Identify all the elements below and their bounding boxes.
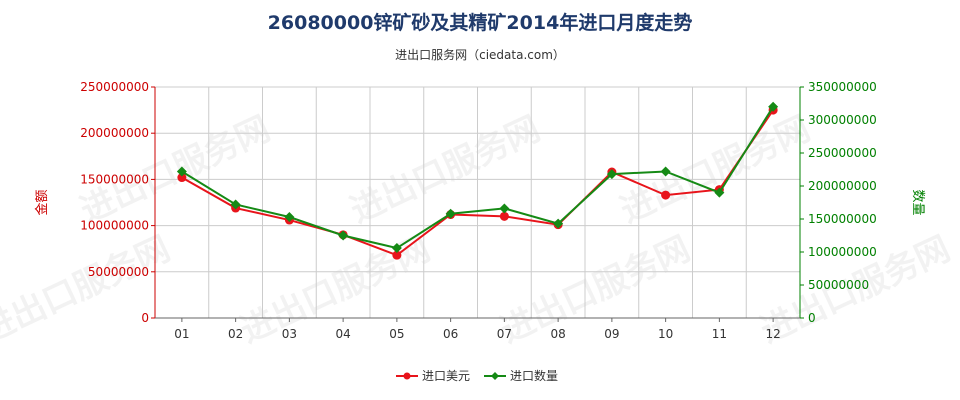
- right-tick-label: 300000000: [808, 113, 877, 127]
- data-point-usd: [177, 173, 187, 183]
- data-point-quantity: [606, 169, 617, 180]
- right-tick-label: 150000000: [808, 212, 877, 226]
- left-tick-label: 150000000: [80, 172, 149, 186]
- chart-title: 26080000锌矿砂及其精矿2014年进口月度走势: [267, 12, 693, 34]
- data-point-quantity: [768, 101, 779, 112]
- left-tick-label: 100000000: [80, 219, 149, 233]
- x-tick-label: 06: [443, 327, 458, 341]
- x-tick-label: 11: [712, 327, 727, 341]
- data-point-quantity: [338, 230, 349, 241]
- x-tick-label: 10: [658, 327, 673, 341]
- data-point-usd: [661, 190, 671, 200]
- x-tick-label: 03: [282, 327, 297, 341]
- data-point-usd: [392, 250, 402, 260]
- x-tick-label: 01: [174, 327, 189, 341]
- x-tick-label: 08: [550, 327, 565, 341]
- data-point-quantity: [660, 166, 671, 177]
- left-tick-label: 250000000: [80, 80, 149, 94]
- series-layer: [176, 101, 779, 260]
- series-line-usd: [181, 109, 774, 257]
- left-tick-label: 0: [141, 311, 149, 325]
- axes-layer: 0 50000000 100000000 150000000 200000000 2500…: [34, 80, 925, 341]
- legend-label: 进口数量: [510, 368, 558, 383]
- data-point-quantity: [499, 203, 510, 214]
- legend-swatch-marker: [403, 372, 411, 380]
- chart-subtitle: 进出口服务网（ciedata.com）: [395, 48, 565, 62]
- x-tick-label: 04: [335, 327, 350, 341]
- data-point-quantity: [445, 208, 456, 219]
- data-point-quantity: [176, 166, 187, 177]
- data-point-quantity: [230, 199, 241, 210]
- legend: 进口美元 进口数量: [396, 368, 558, 383]
- watermark-text: 进出口服务网: [614, 109, 816, 231]
- right-tick-label: 200000000: [808, 179, 877, 193]
- x-tick-label: 05: [389, 327, 404, 341]
- data-point-quantity: [391, 243, 402, 254]
- watermark-text: 进出口服务网: [344, 109, 546, 231]
- legend-label: 进口美元: [422, 369, 470, 383]
- right-tick-label: 100000000: [808, 245, 877, 259]
- data-point-usd: [499, 211, 509, 221]
- left-tick-label: 200000000: [80, 126, 149, 140]
- x-tick-label: 09: [604, 327, 619, 341]
- x-tick-label: 07: [497, 327, 512, 341]
- data-point-quantity: [553, 218, 564, 229]
- right-tick-label: 0: [808, 311, 816, 325]
- watermark-text: 进出口服务网: [0, 229, 176, 351]
- right-tick-label: 250000000: [808, 146, 877, 160]
- data-point-quantity: [284, 212, 295, 223]
- left-axis-label: 金额: [34, 189, 50, 215]
- left-tick-label: 50000000: [88, 265, 149, 279]
- right-tick-label: 350000000: [808, 80, 877, 94]
- x-tick-label: 12: [765, 327, 780, 341]
- data-point-quantity: [714, 187, 725, 198]
- right-axis-label: 数量: [910, 189, 925, 215]
- series-line-quantity: [181, 106, 774, 250]
- x-tick-label: 02: [228, 327, 243, 341]
- right-tick-label: 50000000: [808, 278, 869, 292]
- legend-swatch-marker: [491, 372, 499, 380]
